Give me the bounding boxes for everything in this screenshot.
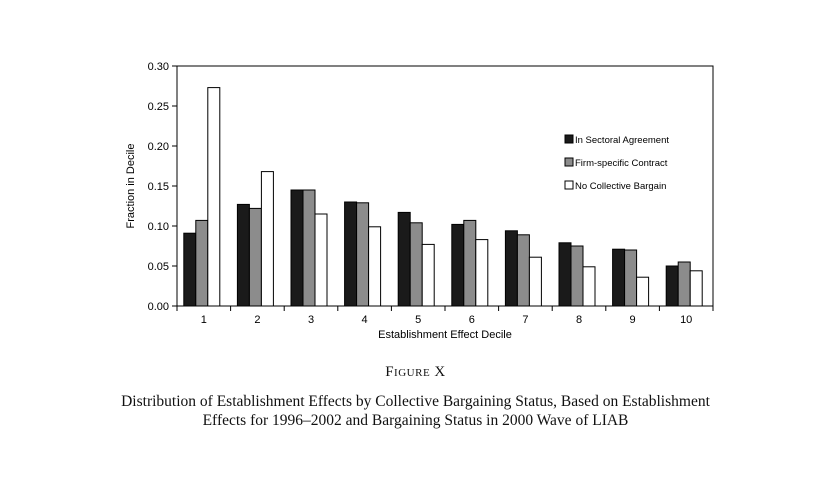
bar [558, 242, 572, 307]
bar [463, 219, 477, 307]
bar [344, 201, 358, 307]
bar [570, 245, 584, 307]
bar [451, 223, 465, 307]
legend-swatch [564, 157, 574, 167]
legend: In Sectoral Agreement Firm-specific Contr… [564, 134, 669, 192]
y-tick-label: 0.15 [148, 181, 169, 193]
x-tick-label: 9 [630, 314, 636, 326]
y-axis-title: Fraction in Decile [125, 144, 137, 229]
x-tick-label: 3 [308, 314, 314, 326]
x-tick-label: 2 [254, 314, 260, 326]
legend-label: In Sectoral Agreement [575, 135, 669, 146]
legend-label: No Collective Bargain [575, 181, 666, 192]
x-axis: 1 2 3 4 5 6 7 8 9 10 [176, 306, 714, 326]
x-tick-label: 10 [680, 314, 692, 326]
y-tick-label: 0.05 [148, 261, 169, 273]
y-tick-label: 0.00 [148, 301, 169, 313]
bar-chart: 0.00 0.05 0.10 0.15 0.20 0.25 0.30 1 2 3 4 5 6 7 8 9 10… [125, 61, 714, 341]
bars [183, 87, 703, 307]
bar [207, 87, 221, 307]
bar [475, 239, 489, 307]
bar [236, 203, 250, 307]
x-tick-label: 7 [522, 314, 528, 326]
legend-swatch [564, 134, 574, 144]
bar [677, 261, 691, 307]
x-tick-label: 8 [576, 314, 582, 326]
bar [504, 230, 518, 307]
bar [624, 249, 638, 307]
bar [314, 213, 328, 307]
y-axis: 0.00 0.05 0.10 0.15 0.20 0.25 0.30 [148, 61, 177, 313]
legend-swatch [564, 180, 574, 190]
bar [248, 207, 262, 307]
y-tick-label: 0.30 [148, 61, 169, 73]
bar [368, 226, 382, 307]
bar [302, 189, 316, 307]
bar [356, 202, 370, 307]
legend-label: Firm-specific Contract [575, 158, 668, 169]
bar [195, 219, 209, 307]
bar [421, 243, 435, 307]
bar [689, 270, 703, 307]
x-tick-label: 6 [469, 314, 475, 326]
figure-caption: Distribution of Establishment Effects by… [121, 393, 710, 429]
y-tick-label: 0.20 [148, 141, 169, 153]
bar [397, 211, 411, 307]
bar [516, 234, 530, 307]
bar [636, 276, 650, 307]
x-tick-label: 1 [201, 314, 207, 326]
bar [528, 256, 542, 307]
bar [290, 189, 304, 307]
bar [260, 171, 274, 307]
x-axis-title: Establishment Effect Decile [378, 329, 512, 341]
bar [665, 265, 679, 307]
bar [582, 266, 596, 307]
bar [183, 232, 197, 307]
y-tick-label: 0.25 [148, 101, 169, 113]
bar [612, 248, 626, 307]
x-tick-label: 5 [415, 314, 421, 326]
bar [409, 222, 423, 307]
figure-label: Figure X [385, 364, 446, 380]
y-tick-label: 0.10 [148, 221, 169, 233]
x-tick-label: 4 [362, 314, 368, 326]
